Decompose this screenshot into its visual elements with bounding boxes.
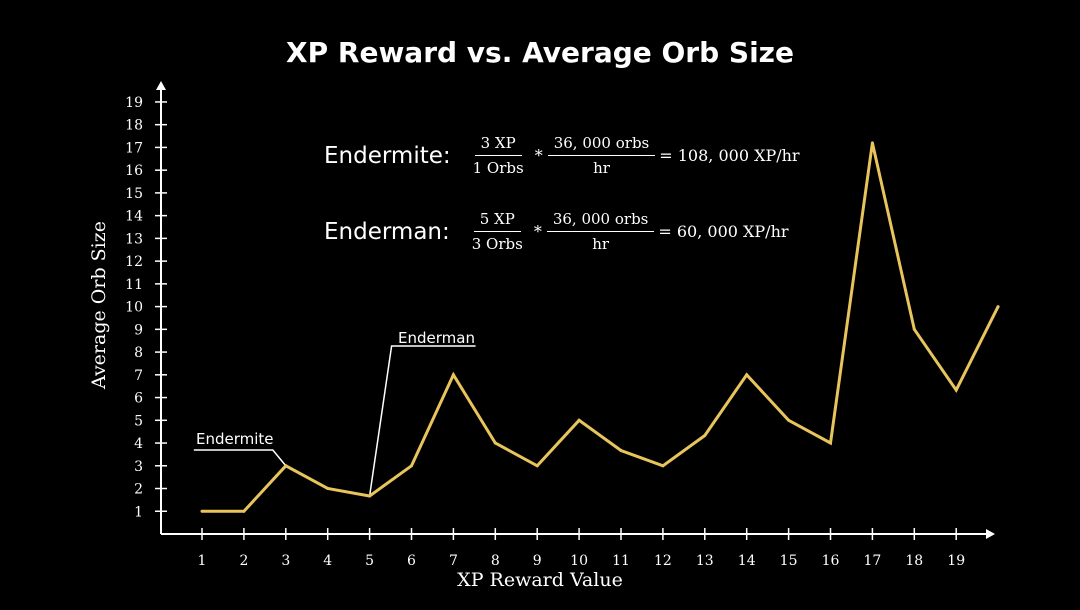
y-tick-label: 6 (134, 391, 143, 407)
fraction-xp-per-orb: 3 XP 1 Orbs (467, 134, 530, 177)
fraction-numerator: 3 XP (474, 134, 522, 156)
x-tick-label: 3 (281, 553, 290, 569)
x-tick-label: 9 (533, 553, 542, 569)
x-tick-label: 2 (239, 553, 248, 569)
x-axis-label: XP Reward Value (457, 569, 623, 591)
y-tick-label: 10 (125, 300, 143, 316)
x-tick-label: 16 (822, 553, 840, 569)
multiply-operator: * (534, 146, 543, 165)
x-tick-label: 10 (570, 553, 588, 569)
endermite-callout-line (193, 449, 287, 467)
x-tick-label: 15 (780, 553, 798, 569)
equation-endermite: Endermite: 3 XP 1 Orbs * 36, 000 orbs hr… (324, 134, 800, 177)
y-tick-label: 7 (134, 368, 143, 384)
fraction-orbs-per-hour: 36, 000 orbs hr (546, 210, 655, 253)
data-point (954, 388, 958, 392)
data-point (535, 464, 539, 468)
data-point (661, 464, 665, 468)
fraction-denominator: hr (593, 159, 610, 177)
y-tick-label: 4 (134, 436, 143, 452)
fraction-xp-per-orb: 5 XP 3 Orbs (466, 210, 529, 253)
equation-result: = 108, 000 XP/hr (659, 146, 800, 165)
data-point (829, 441, 832, 445)
x-tick-label: 7 (449, 553, 458, 569)
fraction-numerator: 36, 000 orbs (547, 134, 656, 156)
y-tick-label: 12 (125, 254, 143, 270)
endermite-callout-label: Endermite (196, 430, 274, 448)
data-point (493, 441, 497, 445)
data-point (410, 464, 413, 468)
fraction-orbs-per-hour: 36, 000 orbs hr (547, 134, 656, 177)
y-tick-label: 17 (125, 140, 143, 156)
y-tick-label: 19 (125, 95, 143, 111)
fraction-numerator: 5 XP (473, 210, 521, 232)
fraction-denominator: hr (592, 235, 610, 253)
y-axis-arrow-icon (156, 81, 166, 90)
y-axis-label: Average Orb Size (88, 221, 110, 389)
y-tick-label: 2 (134, 482, 143, 498)
data-point (326, 487, 330, 491)
y-tick-label: 1 (134, 504, 143, 520)
axes (156, 81, 995, 539)
data-point (284, 464, 288, 468)
series-line (202, 142, 1000, 513)
x-tick-label: 13 (696, 553, 714, 569)
x-tick-label: 19 (947, 553, 965, 569)
x-tick-label: 5 (365, 553, 374, 569)
data-point (200, 509, 204, 513)
data-point (577, 418, 581, 422)
fraction-denominator: 3 Orbs (471, 235, 523, 253)
y-tick-label: 9 (134, 322, 143, 338)
equation-label: Enderman: (324, 218, 450, 245)
enderman-callout-line (368, 345, 476, 497)
equation-label: Endermite: (324, 142, 451, 169)
chart-title: XP Reward vs. Average Orb Size (286, 36, 794, 69)
multiply-operator: * (533, 222, 542, 241)
x-tick-label: 18 (905, 553, 923, 569)
x-tick-label: 12 (654, 553, 672, 569)
data-point (912, 327, 916, 331)
data-point (619, 449, 623, 453)
y-tick-label: 8 (134, 345, 143, 361)
x-tick-label: 1 (198, 553, 207, 569)
series (200, 141, 1000, 513)
y-tick-label: 11 (125, 277, 143, 293)
x-tick-label: 4 (323, 553, 332, 569)
y-tick-label: 13 (125, 231, 143, 247)
data-point (703, 434, 707, 438)
x-tick-label: 14 (738, 553, 756, 569)
data-point (870, 141, 874, 145)
fraction-denominator: 1 Orbs (472, 159, 524, 177)
x-tick-label: 17 (863, 553, 881, 569)
data-point (996, 305, 1000, 309)
data-point (451, 373, 455, 377)
x-tick-label: 8 (491, 553, 500, 569)
callouts: Endermite Enderman (193, 329, 476, 497)
fraction-numerator: 36, 000 orbs (546, 210, 655, 232)
data-point (787, 418, 791, 422)
y-tick-label: 14 (125, 209, 143, 225)
y-tick-label: 18 (125, 118, 143, 134)
y-tick-label: 15 (125, 186, 143, 202)
y-tick-label: 16 (125, 163, 143, 179)
data-point (368, 494, 372, 498)
x-tick-label: 11 (612, 553, 630, 569)
x-tick-label: 6 (407, 553, 416, 569)
y-tick-label: 5 (134, 413, 143, 429)
y-tick-label: 3 (134, 459, 143, 475)
enderman-callout-label: Enderman (398, 329, 475, 347)
x-axis-arrow-icon (986, 529, 995, 539)
equation-enderman: Enderman: 5 XP 3 Orbs * 36, 000 orbs hr … (324, 210, 789, 253)
data-point (745, 373, 749, 377)
data-point (242, 509, 246, 513)
equation-result: = 60, 000 XP/hr (658, 222, 789, 241)
